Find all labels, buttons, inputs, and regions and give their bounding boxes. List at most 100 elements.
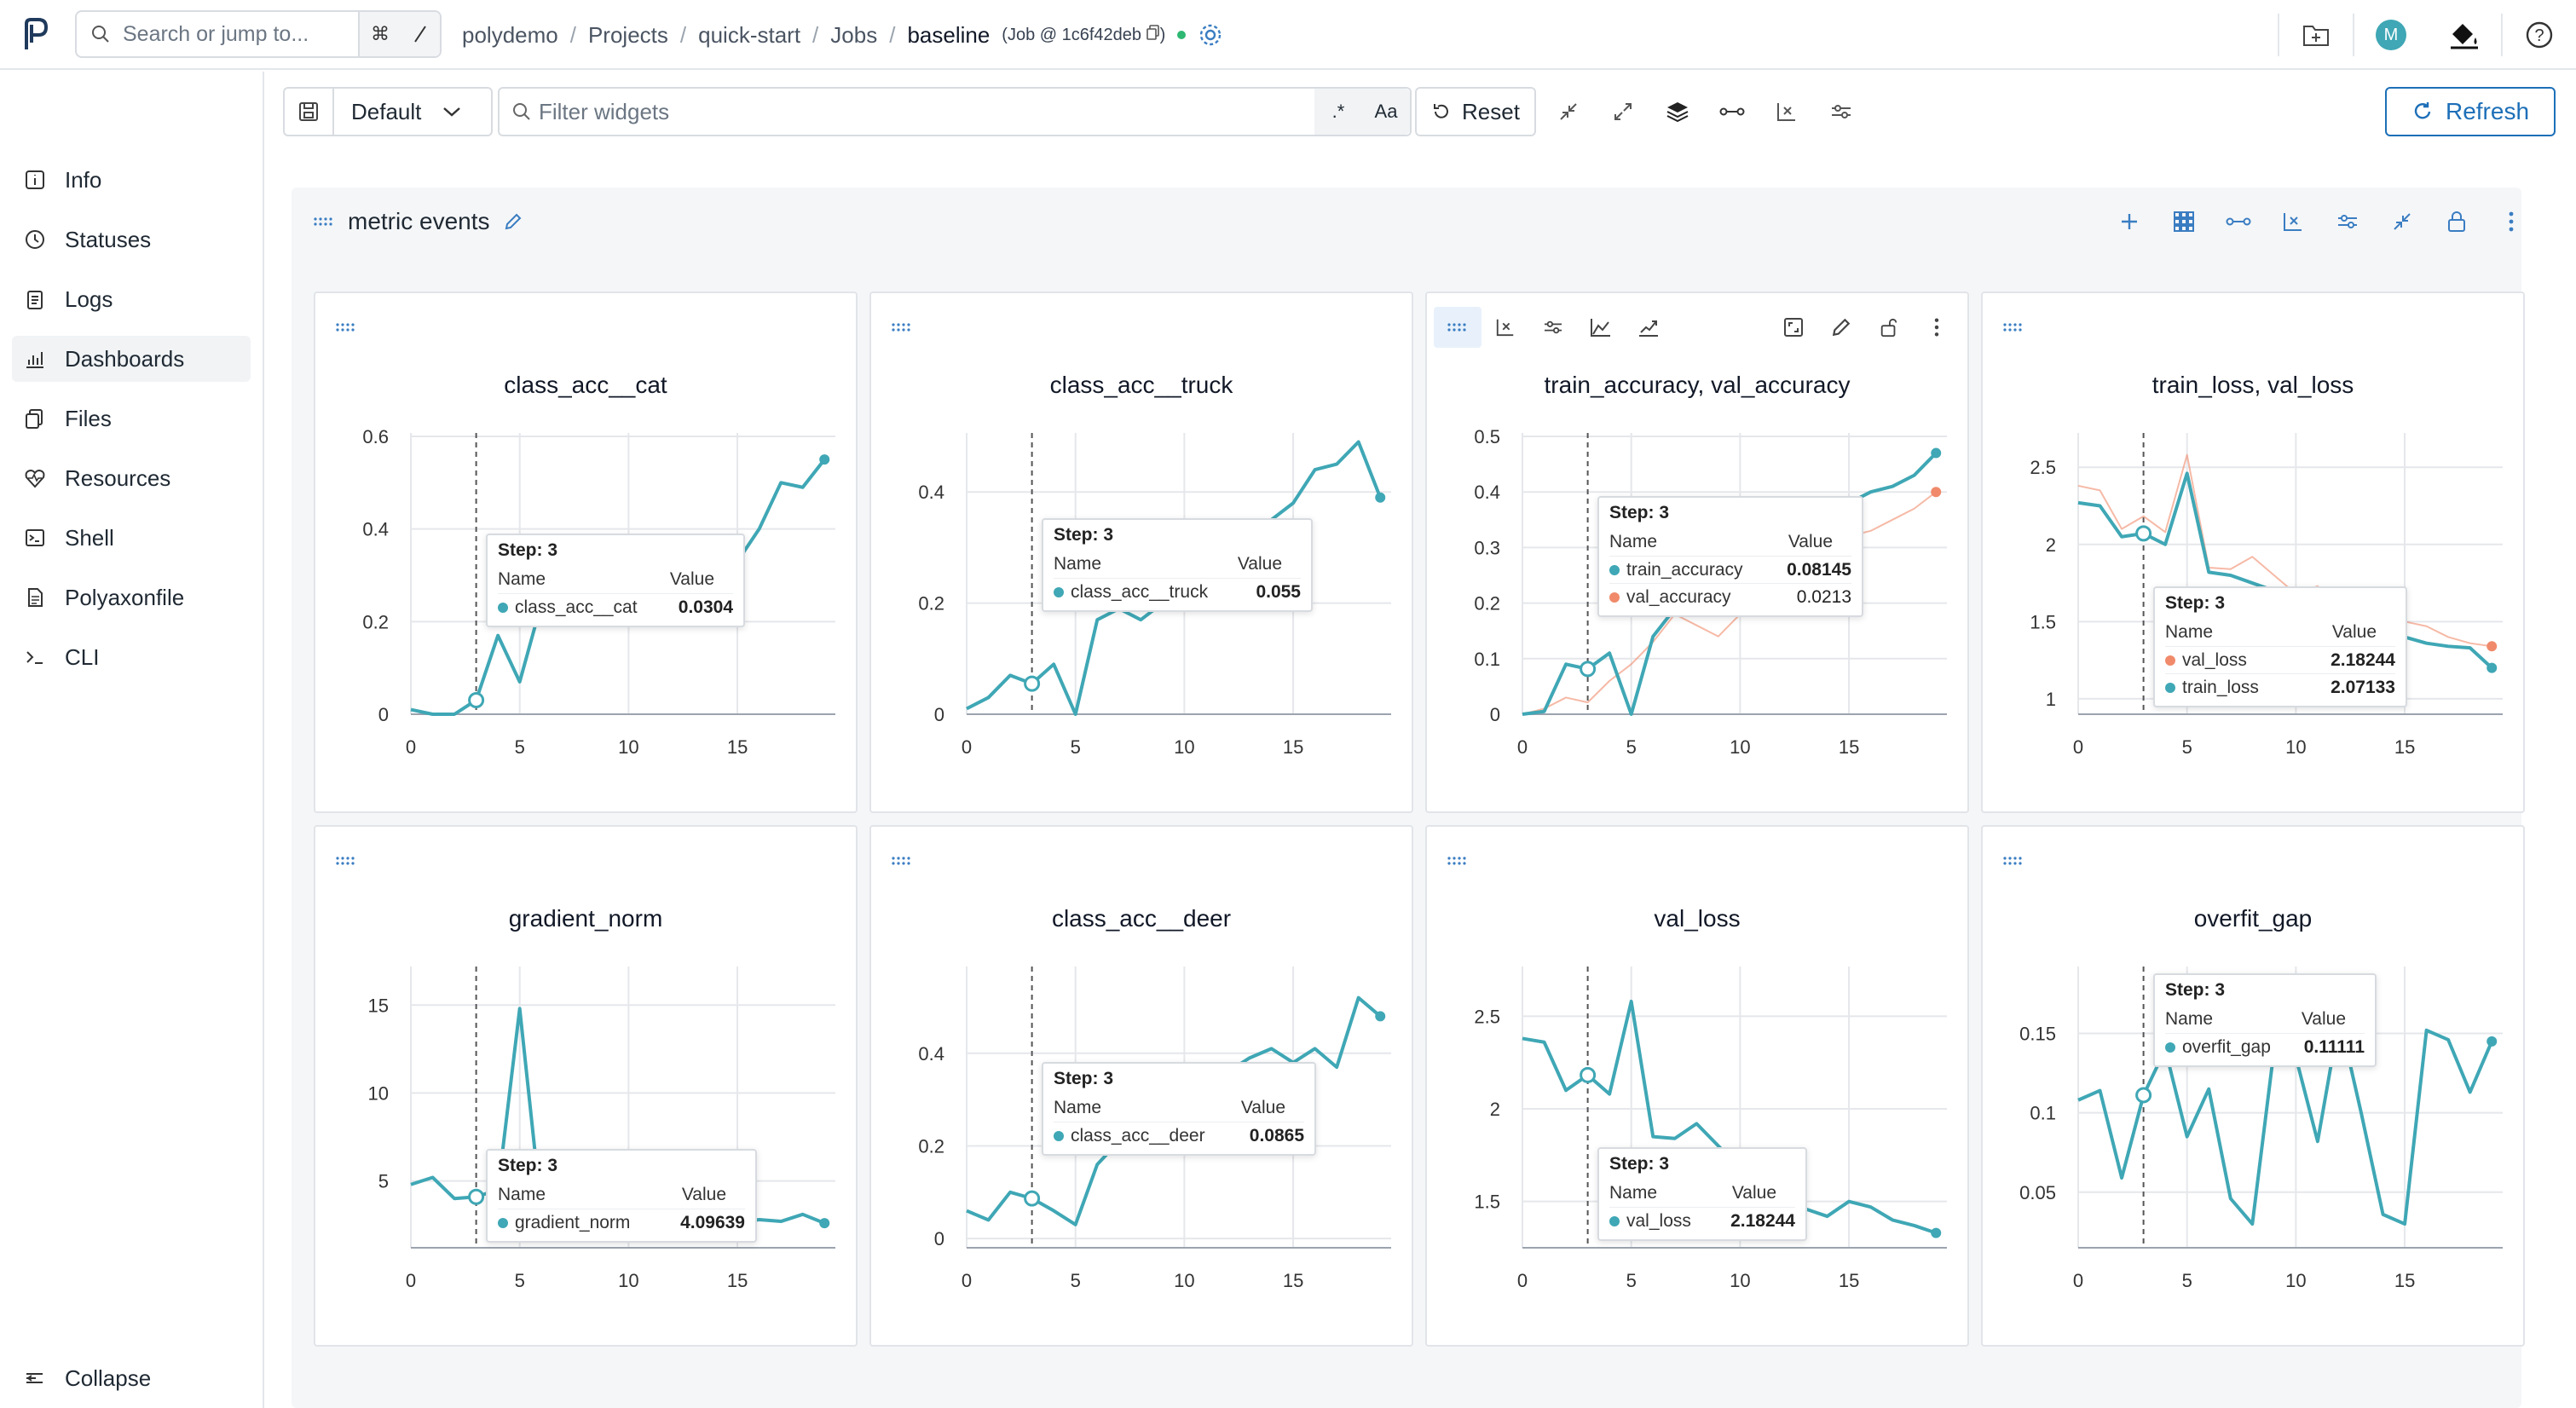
add-widget-icon[interactable] [2102, 203, 2157, 240]
y-tick-label: 2 [2046, 534, 2056, 556]
sidebar-item-shell[interactable]: Shell [12, 515, 251, 561]
y-tick-label: 0.2 [918, 1135, 944, 1157]
sidebar-item-dashboards[interactable]: Dashboards [12, 336, 251, 382]
tooltip-value-header: Value [1788, 532, 1833, 551]
breadcrumb-projects[interactable]: Projects [587, 21, 668, 48]
series-end-point [2486, 641, 2498, 652]
reset-button[interactable]: Reset [1415, 87, 1536, 136]
area-chart-icon[interactable] [1577, 307, 1625, 348]
sidebar-item-statuses[interactable]: Statuses [12, 216, 251, 263]
widget-title: train_loss, val_loss [2151, 372, 2354, 398]
x-axis-icon[interactable] [1759, 87, 1814, 136]
metric-widget[interactable]: 0 5 10 15 0.05 0.1 0.15 overfit_gap Step: 3 Name V… [1981, 825, 2525, 1347]
copy-icon[interactable] [1146, 25, 1160, 40]
sidebar-item-polyaxonfile[interactable]: Polyaxonfile [12, 574, 251, 620]
sidebar-collapse-button[interactable]: Collapse [12, 1355, 251, 1401]
x-tick-label: 5 [1071, 736, 1081, 758]
sidebar-item-label: Logs [65, 286, 113, 312]
drag-handle-icon[interactable] [1990, 307, 2037, 348]
drag-handle-icon[interactable] [878, 840, 926, 881]
case-toggle[interactable]: Aa [1374, 101, 1398, 122]
sidebar-item-label: Polyaxonfile [65, 584, 185, 610]
tooltip-series-value: 0.0304 [678, 597, 733, 617]
tooltip-step: Step: 3 [498, 540, 558, 560]
x-tick-label: 5 [2182, 736, 2192, 758]
more-vertical-icon[interactable] [2484, 203, 2538, 240]
fullscreen-icon[interactable] [1770, 307, 1817, 348]
regex-toggle-icon[interactable]: .* [1331, 101, 1345, 122]
smoothing-icon[interactable] [1705, 87, 1759, 136]
drag-handle-icon[interactable] [1434, 307, 1481, 348]
lock-icon[interactable] [2429, 203, 2484, 240]
series-color-dot [498, 1217, 508, 1228]
chevron-down-icon [443, 107, 461, 117]
metric-widget[interactable]: 0 5 10 15 0 0.1 0.2 0.3 0.4 0.5 train_accuracy, va… [1425, 291, 1969, 813]
metric-widget[interactable]: 0 5 10 15 1.5 2 2.5 val_loss Step: 3 Name Value val… [1425, 825, 1969, 1347]
tooltip-step: Step: 3 [498, 1156, 558, 1175]
drag-handle-icon[interactable] [878, 307, 926, 348]
x-tick-label: 0 [2073, 1270, 2083, 1291]
global-search-input[interactable]: Search or jump to... ⌘ [75, 10, 442, 58]
series-color-dot [498, 602, 508, 613]
drag-handle-icon[interactable] [314, 216, 334, 227]
tooltip-row: val_accuracy 0.0213 [1609, 583, 1851, 610]
unlock-icon[interactable] [1865, 307, 1913, 348]
filter-widgets-input[interactable]: Filter widgets .* Aa [498, 87, 1412, 136]
series-end-point [1375, 1011, 1386, 1022]
sidebar-item-files[interactable]: Files [12, 395, 251, 441]
widget-toolbar [1434, 303, 1961, 351]
tooltip-series-name: overfit_gap [2182, 1036, 2271, 1057]
breadcrumb-jobs[interactable]: Jobs [830, 21, 878, 48]
hover-point-marker [1024, 675, 1041, 692]
search-icon [92, 26, 109, 43]
edit-pencil-icon[interactable] [1817, 307, 1865, 348]
metric-widget[interactable]: 0 5 10 15 1 1.5 2 2.5 train_loss, val_loss Step: … [1981, 291, 2525, 813]
drag-handle-icon[interactable] [1434, 840, 1481, 881]
tooltip-step: Step: 3 [1054, 525, 1114, 545]
drag-handle-icon[interactable] [322, 840, 370, 881]
x-tick-label: 0 [2073, 736, 2083, 758]
drag-handle-icon[interactable] [322, 307, 370, 348]
series-color-dot [2165, 682, 2175, 693]
sidebar-item-cli[interactable]: CLI [12, 634, 251, 680]
series-end-point [819, 454, 830, 465]
more-vertical-icon[interactable] [1913, 307, 1961, 348]
sidebar-item-info[interactable]: Info [12, 157, 251, 203]
save-view-icon[interactable] [285, 87, 334, 136]
x-axis-icon[interactable] [1481, 307, 1529, 348]
top-bar: Search or jump to... ⌘ polydemo / Projec… [0, 0, 2576, 70]
tooltip-row: train_loss 2.07133 [2165, 673, 2395, 701]
edit-pencil-icon[interactable] [504, 212, 523, 231]
shrink-icon[interactable] [1541, 87, 1596, 136]
metric-widget[interactable]: 0 5 10 15 0 0.2 0.4 class_acc__deer Step: 3 Name V… [869, 825, 1413, 1347]
grid-layout-icon[interactable] [2157, 203, 2211, 240]
user-avatar[interactable]: M [2354, 0, 2428, 70]
drag-handle-icon[interactable] [1990, 840, 2037, 881]
view-selector[interactable]: Default [283, 87, 493, 136]
layers-icon[interactable] [1650, 87, 1705, 136]
smoothing-icon[interactable] [2211, 203, 2266, 240]
metric-widget[interactable]: 0 5 10 15 0 0.2 0.4 class_acc__truck Step: 3 Name… [869, 291, 1413, 813]
metric-widget[interactable]: 0 5 10 15 0 0.2 0.4 0.6 class_acc__cat Step: 3 Nam… [314, 291, 858, 813]
refresh-button[interactable]: Refresh [2385, 87, 2556, 136]
new-folder-icon[interactable] [2279, 0, 2353, 70]
help-icon[interactable]: ? [2503, 0, 2576, 70]
breadcrumb-org[interactable]: polydemo [462, 21, 558, 48]
sidebar-item-resources[interactable]: Resources [12, 455, 251, 501]
y-tick-label: 10 [368, 1082, 389, 1104]
sidebar-item-logs[interactable]: Logs [12, 276, 251, 322]
shrink-icon[interactable] [2375, 203, 2429, 240]
polyaxon-logo[interactable] [0, 0, 72, 69]
expand-icon[interactable] [1596, 87, 1650, 136]
adjustments-icon[interactable] [1529, 307, 1577, 348]
theme-paint-icon[interactable] [2428, 0, 2501, 70]
adjustments-icon[interactable] [1814, 87, 1868, 136]
metric-widget[interactable]: 0 5 10 15 5 10 15 gradient_norm Step: 3 Name Value… [314, 825, 858, 1347]
adjustments-icon[interactable] [2320, 203, 2375, 240]
search-placeholder: Search or jump to... [123, 21, 309, 46]
x-axis-icon[interactable] [2266, 203, 2320, 240]
settings-gear-icon[interactable] [1198, 22, 1223, 48]
breadcrumb-project[interactable]: quick-start [698, 21, 801, 48]
trend-chart-icon[interactable] [1625, 307, 1672, 348]
y-tick-label: 0 [1490, 704, 1500, 725]
